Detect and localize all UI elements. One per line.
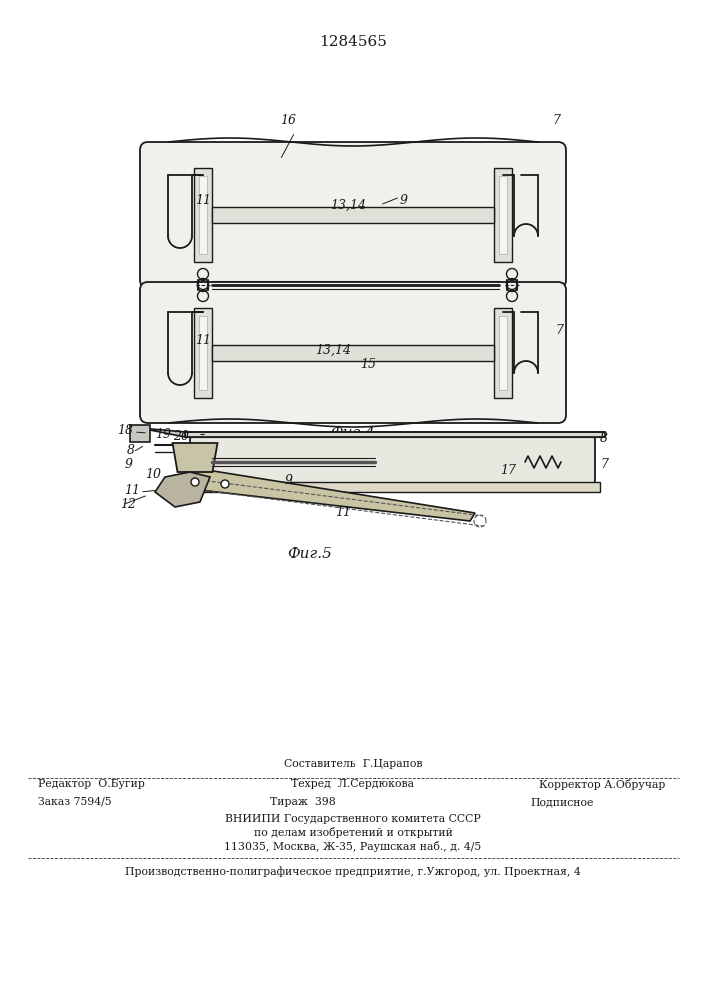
Text: 7: 7 bbox=[600, 458, 608, 471]
Polygon shape bbox=[155, 472, 210, 507]
Text: 11: 11 bbox=[335, 506, 351, 518]
Text: 18: 18 bbox=[117, 424, 133, 436]
Text: Фиг.5: Фиг.5 bbox=[288, 547, 332, 561]
Text: Тираж  398: Тираж 398 bbox=[270, 797, 336, 807]
Circle shape bbox=[221, 480, 229, 488]
Text: 10: 10 bbox=[145, 468, 161, 481]
Text: 15: 15 bbox=[360, 359, 376, 371]
Polygon shape bbox=[494, 308, 512, 397]
Polygon shape bbox=[173, 443, 218, 472]
Polygon shape bbox=[494, 168, 512, 262]
Text: Подписное: Подписное bbox=[530, 797, 593, 807]
Text: Производственно-полиграфическое предприятие, г.Ужгород, ул. Проектная, 4: Производственно-полиграфическое предприя… bbox=[125, 867, 581, 877]
Text: 113035, Москва, Ж-35, Раушская наб., д. 4/5: 113035, Москва, Ж-35, Раушская наб., д. … bbox=[224, 842, 481, 852]
Polygon shape bbox=[140, 428, 185, 437]
Text: 13,14: 13,14 bbox=[315, 344, 351, 357]
Text: 9: 9 bbox=[400, 194, 408, 207]
Text: Фиг.4: Фиг.4 bbox=[331, 426, 375, 440]
Circle shape bbox=[191, 478, 199, 486]
Text: 19: 19 bbox=[155, 428, 171, 440]
Text: 17: 17 bbox=[500, 464, 516, 477]
Polygon shape bbox=[199, 316, 207, 389]
Polygon shape bbox=[194, 168, 212, 262]
Text: по делам изобретений и открытий: по делам изобретений и открытий bbox=[254, 828, 452, 838]
Text: 9: 9 bbox=[285, 474, 293, 487]
Text: 16: 16 bbox=[280, 114, 296, 127]
Text: 11: 11 bbox=[124, 484, 140, 496]
Polygon shape bbox=[499, 176, 507, 254]
Polygon shape bbox=[195, 482, 600, 492]
Text: 1284565: 1284565 bbox=[319, 35, 387, 49]
Polygon shape bbox=[212, 344, 494, 360]
Text: 8: 8 bbox=[600, 432, 608, 444]
Text: 13,14: 13,14 bbox=[330, 198, 366, 212]
Polygon shape bbox=[499, 316, 507, 389]
FancyBboxPatch shape bbox=[140, 142, 566, 288]
Polygon shape bbox=[212, 207, 494, 223]
Text: 9: 9 bbox=[125, 458, 133, 472]
Polygon shape bbox=[199, 176, 207, 254]
Polygon shape bbox=[185, 432, 605, 437]
Text: 20: 20 bbox=[173, 430, 189, 444]
FancyBboxPatch shape bbox=[140, 282, 566, 423]
Text: 7: 7 bbox=[555, 324, 563, 336]
Text: 12: 12 bbox=[120, 497, 136, 510]
Text: ВНИИПИ Государственного комитета СССР: ВНИИПИ Государственного комитета СССР bbox=[225, 814, 481, 824]
Text: Заказ 7594/5: Заказ 7594/5 bbox=[38, 797, 112, 807]
Text: Составитель  Г.Царапов: Составитель Г.Царапов bbox=[284, 759, 422, 769]
Text: Техред  Л.Сердюкова: Техред Л.Сердюкова bbox=[291, 779, 414, 789]
Text: 7: 7 bbox=[552, 114, 560, 127]
Text: 11: 11 bbox=[195, 334, 211, 347]
Text: Корректор А.Обручар: Корректор А.Обручар bbox=[539, 778, 665, 790]
Polygon shape bbox=[194, 308, 212, 397]
Text: 8: 8 bbox=[127, 444, 135, 456]
FancyBboxPatch shape bbox=[190, 435, 595, 485]
Polygon shape bbox=[130, 425, 150, 442]
Polygon shape bbox=[190, 470, 475, 521]
Text: 11: 11 bbox=[195, 194, 211, 207]
Text: Редактор  О.Бугир: Редактор О.Бугир bbox=[38, 779, 145, 789]
